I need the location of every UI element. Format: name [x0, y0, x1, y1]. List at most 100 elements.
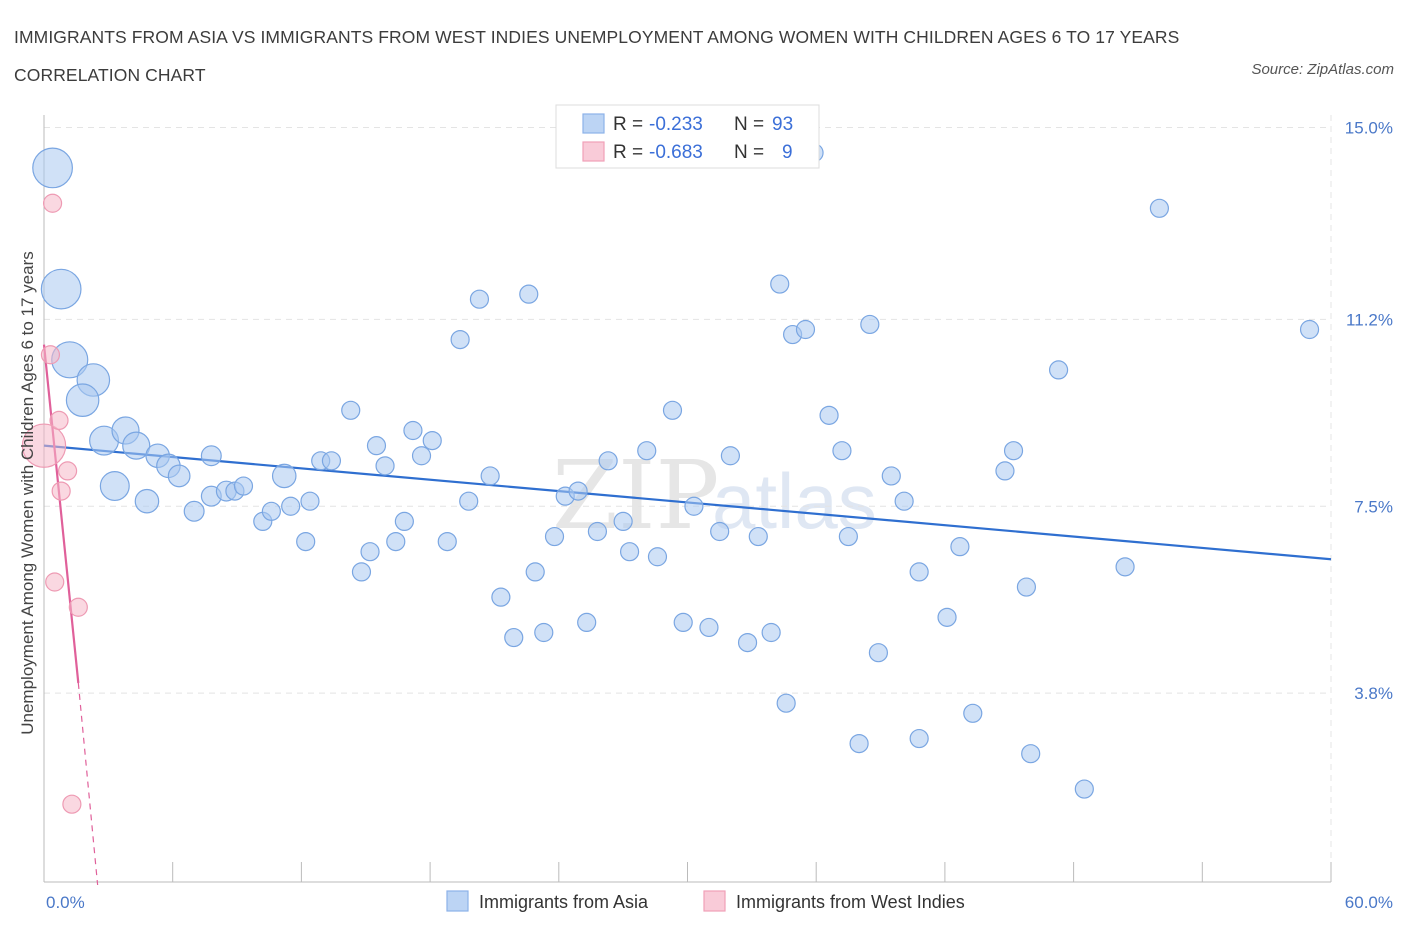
bottom-legend-wi-label: Immigrants from West Indies — [736, 892, 965, 912]
asia-point — [1003, 441, 1024, 461]
asia-point — [1048, 360, 1069, 380]
legend-wi-r-label: R = — [613, 142, 643, 163]
asia-point — [300, 491, 320, 511]
series-asia-points — [32, 143, 1320, 799]
asia-point — [647, 547, 668, 567]
asia-point — [375, 456, 395, 476]
asia-point — [1016, 577, 1037, 597]
legend-wi-n-value: 9 — [782, 142, 793, 163]
asia-point — [411, 446, 432, 466]
legend-asia-swatch — [582, 113, 605, 134]
asia-point — [480, 466, 500, 486]
asia-point — [321, 451, 342, 471]
west-indies-trend-line — [42, 344, 80, 684]
asia-point — [849, 733, 869, 754]
asia-point — [894, 491, 914, 511]
asia-point — [200, 445, 222, 467]
asia-point — [281, 496, 301, 516]
asia-point — [1149, 198, 1170, 218]
source-label: Source: ZipAtlas.com — [1251, 61, 1394, 78]
asia-point — [360, 542, 380, 562]
y-axis-label: Unemployment Among Women with Children A… — [18, 251, 37, 735]
asia-point — [770, 274, 790, 294]
asia-point — [167, 464, 191, 488]
asia-point — [1299, 319, 1320, 340]
legend-box: R = -0.233 N = 93 R = -0.683 N = 9 — [555, 104, 820, 169]
asia-point — [598, 451, 618, 471]
y-tick-label: 3.8% — [1354, 684, 1393, 703]
asia-point — [737, 632, 758, 653]
asia-point — [459, 491, 479, 511]
asia-point — [776, 693, 796, 713]
series-west-indies-points — [21, 193, 88, 814]
asia-point — [881, 466, 901, 486]
asia-point — [995, 461, 1015, 481]
asia-point — [587, 521, 608, 542]
asia-point — [710, 521, 730, 542]
west-indies-point — [45, 572, 65, 592]
asia-point — [99, 471, 130, 502]
asia-point — [838, 526, 858, 547]
asia-point — [795, 319, 816, 340]
legend-wi-n-label: N = — [734, 142, 764, 163]
asia-point — [819, 405, 839, 425]
bottom-legend-asia-swatch — [446, 890, 469, 912]
asia-point — [40, 268, 82, 310]
legend-asia-r-label: R = — [613, 114, 643, 135]
west-indies-point — [21, 423, 67, 468]
asia-point — [832, 441, 852, 461]
asia-point — [491, 587, 511, 607]
bottom-legend-wi-swatch — [703, 890, 726, 912]
asia-point — [720, 446, 741, 466]
asia-point — [261, 501, 281, 521]
bottom-legend-asia-label: Immigrants from Asia — [479, 892, 649, 912]
chart-title: IMMIGRANTS FROM ASIA VS IMMIGRANTS FROM … — [14, 27, 1180, 85]
asia-point — [761, 622, 781, 643]
asia-point — [909, 562, 929, 582]
asia-point — [341, 400, 361, 420]
west-indies-point — [42, 193, 63, 213]
west-indies-point — [57, 461, 78, 481]
west-indies-point — [68, 597, 88, 617]
asia-point — [673, 612, 693, 633]
asia-point — [386, 531, 406, 552]
asia-point — [637, 441, 657, 461]
x-tick-label: 60.0% — [1345, 893, 1393, 912]
asia-point — [296, 531, 316, 552]
asia-point — [422, 431, 442, 451]
asia-point — [351, 562, 372, 582]
asia-point — [613, 511, 633, 532]
asia-point — [134, 488, 160, 514]
asia-point — [684, 496, 704, 516]
asia-point — [1115, 557, 1135, 577]
asia-point — [394, 511, 414, 532]
asia-point — [450, 330, 470, 350]
legend-wi-r-value: -0.683 — [649, 142, 703, 163]
asia-point — [1074, 779, 1094, 799]
asia-point — [544, 526, 565, 547]
asia-point — [437, 531, 457, 552]
asia-point — [748, 526, 768, 547]
asia-point — [183, 500, 205, 522]
legend-wi-swatch — [582, 141, 605, 162]
asia-point — [963, 703, 983, 723]
asia-point — [504, 627, 524, 648]
asia-point — [619, 542, 640, 562]
asia-point — [699, 617, 719, 638]
asia-point — [909, 728, 929, 749]
y-tick-label: 11.2% — [1346, 310, 1393, 329]
asia-point — [32, 147, 73, 189]
legend-asia-n-value: 93 — [772, 114, 793, 135]
asia-point — [937, 607, 957, 627]
asia-point — [519, 284, 539, 304]
asia-point — [525, 562, 545, 582]
y-tick-label: 7.5% — [1354, 497, 1393, 516]
asia-point — [568, 481, 588, 501]
asia-point — [233, 476, 254, 496]
west-indies-point — [40, 345, 61, 365]
asia-point — [860, 314, 880, 335]
west-indies-trend-extension — [77, 682, 99, 886]
asia-point — [403, 420, 423, 441]
west-indies-point — [49, 410, 69, 430]
asia-point — [366, 436, 387, 456]
